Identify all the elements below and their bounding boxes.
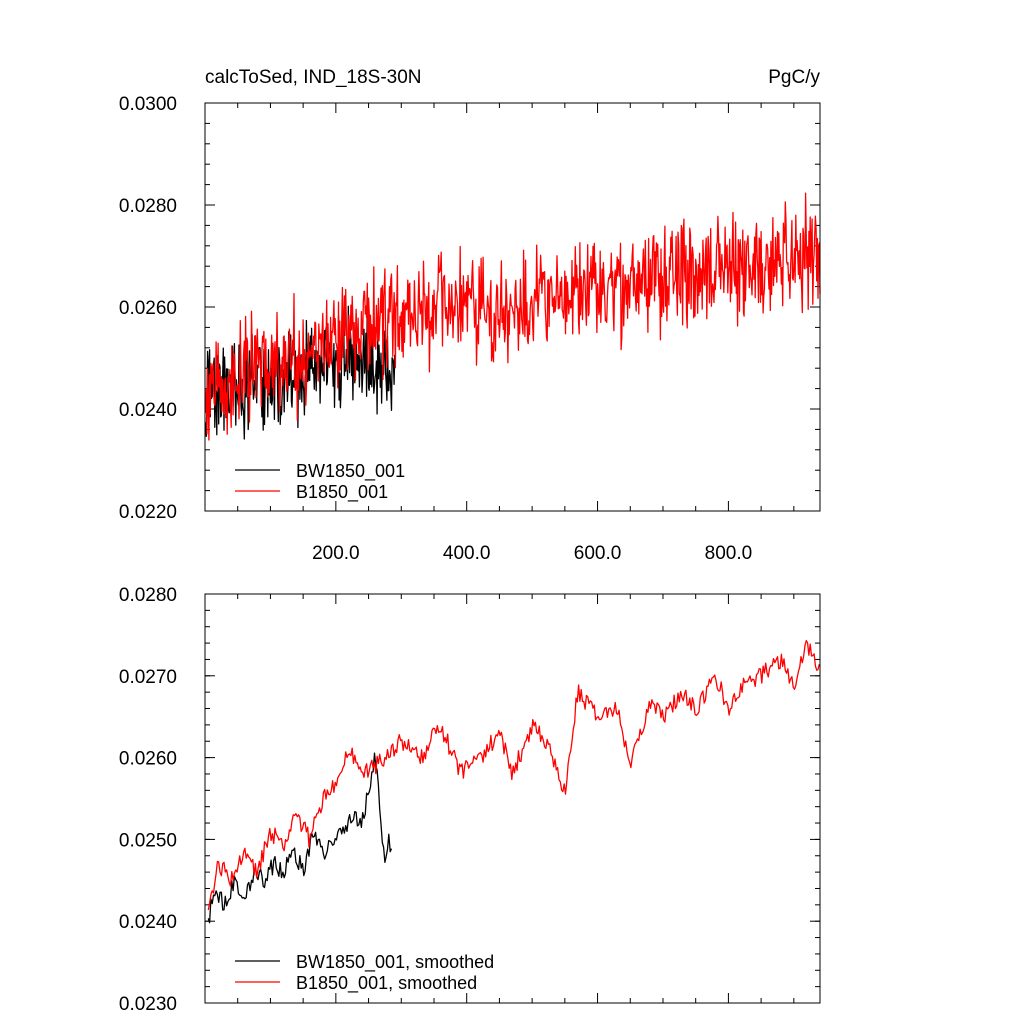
top-y-tick-label: 0.0220 [119, 502, 177, 523]
bottom-legend: BW1850_001, smoothed B1850_001, smoothed [235, 952, 494, 994]
bottom-y-tick-label: 0.0260 [119, 749, 177, 770]
legend-label-bw1850: BW1850_001 [296, 461, 405, 482]
panel-units-label: PgC/y [768, 67, 820, 88]
top-x-tick-label: 800.0 [705, 543, 753, 564]
legend-label-bw1850-smoothed: BW1850_001, smoothed [296, 952, 494, 973]
bottom-y-tick-label: 0.0240 [119, 912, 177, 933]
bottom-series-line-bw1850-001-smoothed [207, 752, 393, 924]
top-y-tick-label: 0.0260 [119, 298, 177, 319]
top-y-tick-label: 0.0240 [119, 400, 177, 421]
bottom-y-tick-label: 0.0230 [119, 994, 177, 1015]
legend-label-b1850: B1850_001 [296, 482, 388, 503]
bottom-series-line-b1850-001-smoothed [207, 639, 820, 911]
bottom-y-tick-label: 0.0270 [119, 667, 177, 688]
top-x-tick-label: 200.0 [312, 543, 360, 564]
top-y-tick-label: 0.0280 [119, 196, 177, 217]
top-x-tick-label: 600.0 [574, 543, 622, 564]
top-plot-frame [204, 102, 821, 512]
bottom-panel: 0.0230 0.0240 0.0250 0.0260 0.0270 0.0280 BW1… [119, 585, 821, 1015]
top-x-tick-label: 400.0 [443, 543, 491, 564]
top-panel: calcToSed, IND_18S-30N PgC/y 0.0220 0.024… [119, 67, 821, 564]
legend-label-b1850-smoothed: B1850_001, smoothed [296, 973, 477, 994]
bottom-plot-frame [204, 593, 821, 1004]
top-series-line-b1850-001 [205, 192, 821, 441]
panel-title-left: calcToSed, IND_18S-30N [205, 67, 422, 88]
bottom-y-tick-label: 0.0280 [119, 585, 177, 606]
bottom-y-tick-label: 0.0250 [119, 830, 177, 851]
top-legend: BW1850_001 B1850_001 [235, 461, 405, 503]
top-y-tick-label: 0.0300 [119, 94, 177, 115]
